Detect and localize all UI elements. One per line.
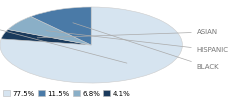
Text: HISPANIC: HISPANIC [46,31,229,53]
Wedge shape [1,30,91,45]
Text: BLACK: BLACK [73,23,219,70]
Text: WHITE: WHITE [0,10,127,63]
Wedge shape [0,7,182,83]
Wedge shape [31,7,91,45]
Text: ASIAN: ASIAN [37,29,218,38]
Wedge shape [8,16,91,45]
Legend: 77.5%, 11.5%, 6.8%, 4.1%: 77.5%, 11.5%, 6.8%, 4.1% [3,90,130,96]
